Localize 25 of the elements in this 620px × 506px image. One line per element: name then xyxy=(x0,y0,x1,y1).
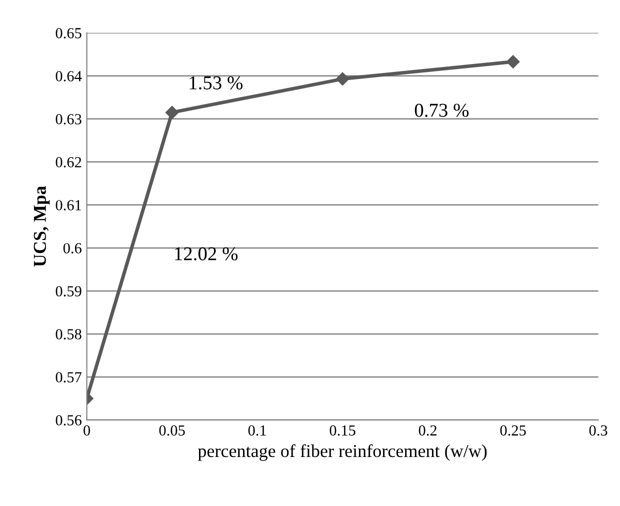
y-tick-label: 0.63 xyxy=(56,114,82,124)
x-tick-label: 0.05 xyxy=(159,425,185,436)
y-tick-label: 0.64 xyxy=(56,71,82,82)
x-tick-label: 0.3 xyxy=(589,425,608,436)
y-tick-label: 0.56 xyxy=(56,415,82,426)
y-tick-label: 0.62 xyxy=(56,157,82,168)
x-tick-label: 0.2 xyxy=(418,425,437,436)
y-tick-label: 0.57 xyxy=(56,372,82,382)
x-tick-label: 0 xyxy=(84,425,90,436)
x-tick-label: 0.25 xyxy=(500,425,526,436)
annotation: 12.02 % xyxy=(175,247,238,260)
y-tick-label: 0.58 xyxy=(56,329,82,340)
point xyxy=(165,106,179,120)
x-tick-label: 0.1 xyxy=(248,425,266,436)
point xyxy=(506,55,520,68)
annotation: 1.53 % xyxy=(190,76,243,90)
y-axis-title: UCS, Mpa xyxy=(34,186,50,267)
annotation: 0.73 % xyxy=(414,104,469,117)
y-tick-label: 0.6 xyxy=(63,243,82,254)
x-axis-title: percentage of fiber reinforcement (w/w) xyxy=(198,444,487,461)
point xyxy=(336,72,350,86)
y-tick-label: 0.61 xyxy=(56,200,82,210)
y-tick-label: 0.65 xyxy=(56,28,82,38)
y-tick-label: 0.59 xyxy=(56,286,82,296)
x-tick-label: 0.15 xyxy=(330,425,356,436)
